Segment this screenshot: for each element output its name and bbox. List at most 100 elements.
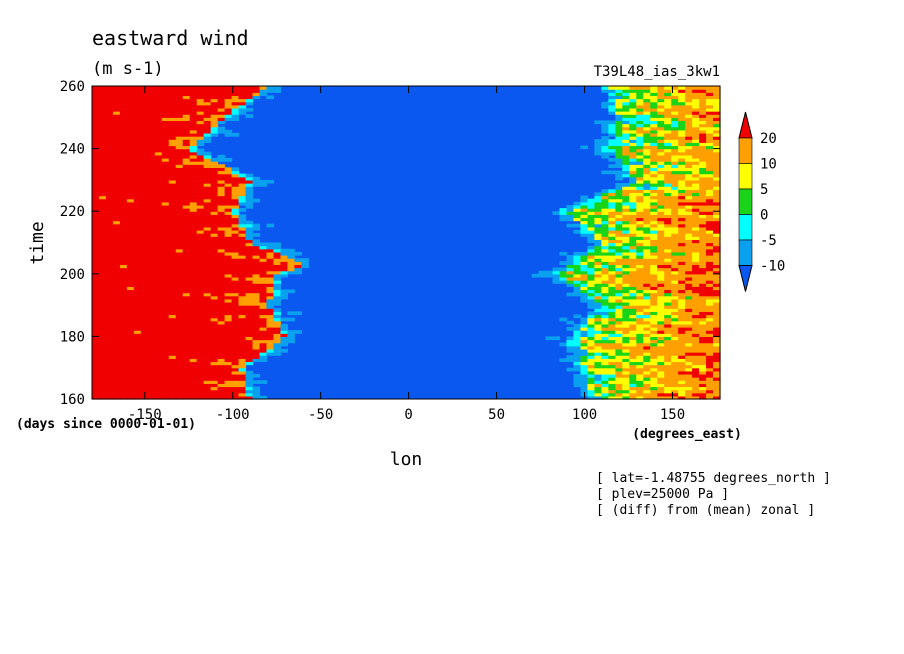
heatmap-cell	[126, 298, 135, 303]
heatmap-cell	[531, 273, 540, 278]
heatmap-cell	[168, 361, 177, 366]
heatmap-cell	[147, 136, 156, 140]
heatmap-cell	[287, 311, 295, 316]
heatmap-cell	[601, 377, 609, 381]
heatmap-cell	[238, 89, 247, 93]
heatmap-cell	[699, 308, 707, 312]
heatmap-cell	[601, 123, 609, 128]
heatmap-cell	[168, 111, 177, 115]
heatmap-cell	[252, 226, 261, 231]
heatmap-cell	[196, 348, 205, 353]
heatmap-cell	[615, 114, 623, 118]
heatmap-cell	[147, 364, 156, 369]
heatmap-cell	[112, 251, 121, 256]
heatmap-cell	[622, 89, 630, 93]
heatmap-cell	[713, 342, 721, 347]
heatmap-cell	[175, 358, 184, 363]
heatmap-cell	[650, 267, 658, 272]
heatmap-cell	[580, 361, 589, 366]
heatmap-cell	[175, 383, 184, 388]
heatmap-cell	[266, 289, 275, 294]
heatmap-cell	[657, 211, 665, 215]
heatmap-cell	[112, 170, 121, 175]
heatmap-cell	[664, 170, 672, 175]
heatmap-cell	[98, 327, 107, 331]
heatmap-cell	[203, 258, 212, 262]
heatmap-cell	[601, 317, 609, 322]
heatmap-cell	[664, 220, 672, 225]
heatmap-cell	[140, 267, 149, 272]
heatmap-cell	[566, 358, 575, 363]
heatmap-cell	[175, 327, 184, 331]
heatmap-cell	[657, 355, 665, 359]
heatmap-cell	[273, 301, 281, 306]
heatmap-cell	[105, 173, 114, 178]
heatmap-cell	[245, 255, 254, 259]
heatmap-cell	[92, 211, 100, 215]
heatmap-cell	[580, 352, 589, 356]
heatmap-cell	[217, 273, 226, 278]
heatmap-cell	[713, 86, 721, 90]
heatmap-cell	[175, 289, 184, 294]
heatmap-cell	[154, 86, 163, 90]
heatmap-cell	[706, 267, 714, 272]
heatmap-cell	[238, 380, 247, 384]
heatmap-cell	[112, 211, 121, 215]
heatmap-cell	[147, 373, 156, 378]
heatmap-cell	[203, 239, 212, 244]
heatmap-cell	[189, 320, 198, 325]
heatmap-cell	[175, 364, 184, 369]
heatmap-cell	[140, 142, 149, 147]
heatmap-cell	[189, 348, 198, 353]
heatmap-cell	[203, 151, 212, 156]
heatmap-cell	[126, 245, 135, 250]
heatmap-cell	[657, 298, 665, 303]
heatmap-cell	[692, 136, 700, 140]
heatmap-cell	[224, 204, 233, 209]
heatmap-cell	[713, 333, 721, 337]
heatmap-cell	[161, 345, 170, 350]
heatmap-cell	[119, 380, 128, 384]
heatmap-cell	[650, 189, 658, 194]
heatmap-cell	[217, 383, 226, 388]
heatmap-cell	[126, 373, 135, 378]
heatmap-cell	[231, 98, 240, 103]
heatmap-cell	[636, 161, 644, 165]
heatmap-cell	[203, 111, 212, 115]
heatmap-cell	[685, 273, 693, 278]
heatmap-cell	[615, 148, 623, 153]
heatmap-cell	[629, 201, 637, 206]
heatmap-cell	[105, 183, 114, 187]
heatmap-cell	[92, 148, 100, 153]
heatmap-cell	[112, 186, 121, 190]
heatmap-cell	[133, 229, 142, 234]
heatmap-cell	[615, 327, 623, 331]
heatmap-cell	[699, 129, 707, 134]
heatmap-cell	[685, 317, 693, 322]
heatmap-cell	[217, 286, 226, 291]
heatmap-cell	[622, 339, 630, 344]
heatmap-cell	[713, 123, 721, 128]
heatmap-cell	[699, 157, 707, 162]
heatmap-cell	[587, 236, 595, 240]
heatmap-cell	[622, 389, 630, 394]
heatmap-cell	[154, 192, 163, 197]
heatmap-cell	[608, 358, 616, 363]
heatmap-cell	[671, 267, 679, 272]
heatmap-cell	[629, 233, 637, 237]
heatmap-cell	[692, 358, 700, 363]
heatmap-cell	[643, 104, 651, 109]
heatmap-cell	[231, 186, 240, 190]
heatmap-cell	[699, 92, 707, 96]
heatmap-cell	[699, 173, 707, 178]
heatmap-cell	[147, 380, 156, 384]
heatmap-cell	[566, 280, 575, 284]
heatmap-cell	[692, 204, 700, 209]
heatmap-cell	[133, 129, 142, 134]
heatmap-cell	[573, 355, 582, 359]
heatmap-cell	[119, 348, 128, 353]
heatmap-cell	[629, 286, 637, 291]
heatmap-cell	[140, 201, 149, 206]
heatmap-cell	[664, 226, 672, 231]
heatmap-cell	[189, 298, 198, 303]
